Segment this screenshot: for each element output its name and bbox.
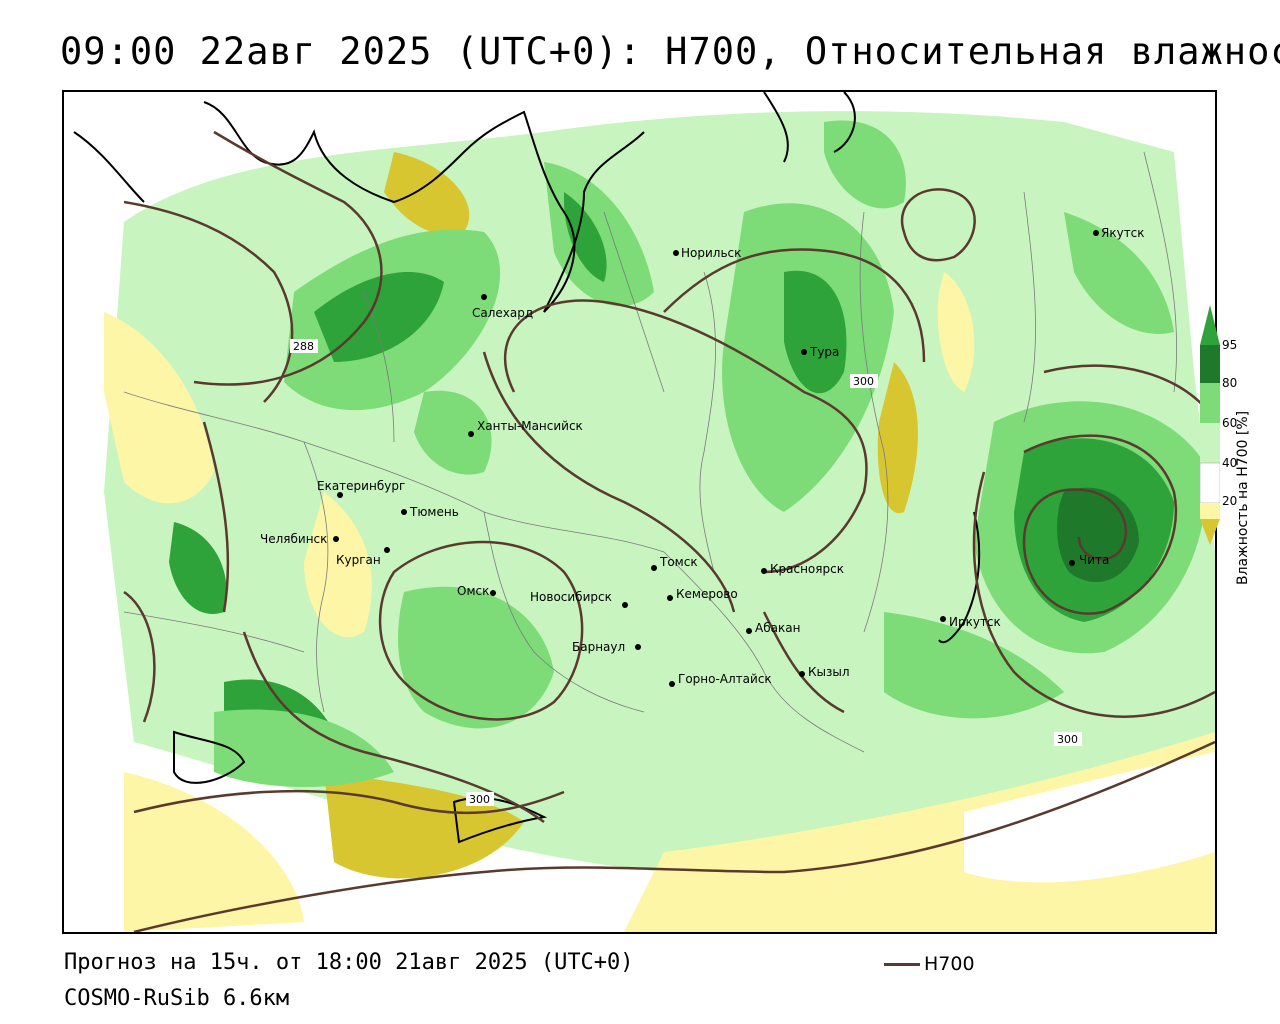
city-marker-yakutsk (1093, 230, 1099, 236)
city-marker-yekaterinburg (337, 492, 343, 498)
map-panel: 288 300 300 300 Норильск Якутск Салехард… (62, 90, 1217, 934)
city-marker-kurgan (384, 547, 390, 553)
h700-contours (123, 130, 1215, 932)
city-label-salekhard: Салехард (472, 306, 533, 320)
model-name: COSMO-RuSib 6.6км (64, 986, 290, 1011)
contour-labels: 288 300 300 300 (290, 339, 1082, 806)
city-marker-omsk (490, 590, 496, 596)
city-label-norilsk: Норильск (681, 246, 741, 260)
colorbar-95 (1200, 345, 1220, 383)
colorbar-tick-20: 20 (1222, 494, 1238, 508)
city-marker-abakan (746, 628, 752, 634)
city-marker-kemerovo (667, 595, 673, 601)
h700-legend-label: H700 (924, 953, 975, 975)
admin-borders (123, 151, 1178, 753)
city-label-yekaterinburg: Екатеринбург (317, 479, 405, 493)
city-marker-novosibirsk (622, 602, 628, 608)
colorbar-20 (1200, 503, 1220, 519)
city-marker-krasnoyarsk (761, 568, 767, 574)
city-marker-irkutsk (940, 616, 946, 622)
city-label-kurgan: Курган (336, 553, 381, 567)
city-label-gorno-altaysk: Горно-Алтайск (678, 672, 772, 686)
city-marker-chelyabinsk (333, 536, 339, 542)
coastlines (73, 92, 981, 844)
humidity-colorbar (1200, 305, 1220, 545)
city-marker-barnaul (635, 644, 641, 650)
city-marker-salekhard (481, 294, 487, 300)
humidity-fields (104, 111, 1215, 932)
map-title: 09:00 22авг 2025 (UTC+0): H700, Относите… (60, 30, 1280, 73)
colorbar-top-arrow (1200, 305, 1220, 345)
city-marker-tura (801, 349, 807, 355)
city-label-krasnoyarsk: Красноярск (770, 562, 844, 576)
contour-label-300-a: 300 (853, 375, 874, 388)
city-label-kemerovo: Кемерово (676, 587, 738, 601)
contour-label-300-b: 300 (1057, 733, 1078, 746)
contour-label-288: 288 (293, 340, 314, 353)
city-label-chelyabinsk: Челябинск (260, 532, 327, 546)
city-label-tomsk: Томск (659, 555, 698, 569)
city-label-chita: Чита (1079, 553, 1109, 567)
colorbar-title: Влажность на H700 [%] (1235, 410, 1251, 585)
city-marker-kyzyl (799, 671, 805, 677)
colorbar-60 (1200, 423, 1220, 463)
forecast-info: Прогноз на 15ч. от 18:00 21авг 2025 (UTC… (64, 950, 634, 975)
city-label-novosibirsk: Новосибирск (530, 590, 612, 604)
city-marker-khanty-mansiysk (468, 431, 474, 437)
city-label-omsk: Омск (457, 584, 489, 598)
contour-label-300-c: 300 (469, 793, 490, 806)
colorbar-tick-95: 95 (1222, 338, 1238, 352)
colorbar-tick-80: 80 (1222, 376, 1238, 390)
city-label-kyzyl: Кызыл (808, 665, 850, 679)
colorbar-bottom-arrow (1200, 519, 1220, 545)
city-marker-chita (1069, 560, 1075, 566)
city-label-tyumen: Тюмень (409, 505, 459, 519)
h700-legend-line (884, 963, 920, 966)
city-marker-norilsk (673, 250, 679, 256)
city-label-yakutsk: Якутск (1101, 226, 1145, 240)
colorbar-tick-60: 60 (1222, 416, 1238, 430)
city-label-abakan: Абакан (755, 621, 800, 635)
city-markers: Норильск Якутск Салехард Тура Ханты-Манс… (260, 226, 1145, 687)
city-marker-tomsk (651, 565, 657, 571)
colorbar-40 (1200, 462, 1220, 504)
city-label-barnaul: Барнаул (572, 640, 625, 654)
humidity-map: 288 300 300 300 Норильск Якутск Салехард… (64, 92, 1215, 932)
city-marker-gorno-altaysk (669, 681, 675, 687)
city-label-tura: Тура (809, 345, 839, 359)
colorbar-80 (1200, 383, 1220, 423)
city-label-irkutsk: Иркутск (949, 615, 1001, 629)
city-marker-tyumen (401, 509, 407, 515)
colorbar-tick-40: 40 (1222, 456, 1238, 470)
city-label-khanty-mansiysk: Ханты-Мансийск (477, 419, 583, 433)
